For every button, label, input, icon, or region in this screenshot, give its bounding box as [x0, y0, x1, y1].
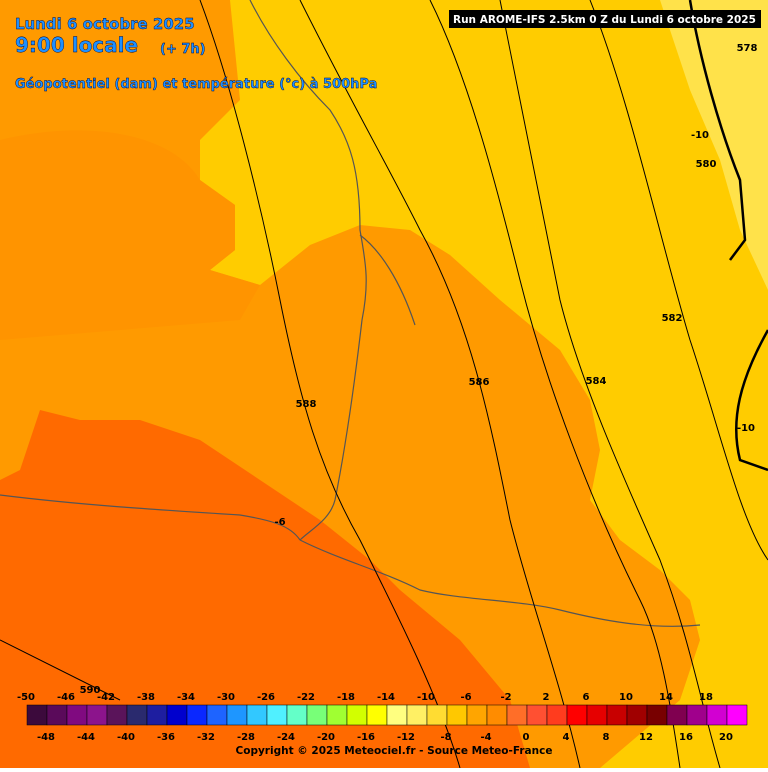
legend-swatch	[626, 704, 648, 726]
legend-swatch	[606, 704, 628, 726]
legend-swatch	[446, 704, 468, 726]
contour-label: 588	[296, 399, 317, 410]
legend-swatch	[346, 704, 368, 726]
legend-label: 18	[699, 692, 713, 703]
legend-swatch	[146, 704, 168, 726]
contour-label: 586	[469, 377, 490, 388]
legend-swatch	[586, 704, 608, 726]
legend-swatch	[266, 704, 288, 726]
legend-label: -12	[397, 732, 415, 743]
legend-swatch	[406, 704, 428, 726]
contour-label: 580	[696, 159, 717, 170]
contour-labels: 578 -10 580 582 584 586 588 -6 -10 590	[80, 43, 758, 696]
legend-swatch	[666, 704, 688, 726]
legend-label: 12	[639, 732, 653, 743]
legend-label: 20	[719, 732, 733, 743]
legend-label: -46	[57, 692, 75, 703]
legend-label: -26	[257, 692, 275, 703]
contour-label: -6	[274, 517, 285, 528]
contour-label: -10	[691, 130, 709, 141]
legend-swatch	[66, 704, 88, 726]
color-legend: -50 -46 -42 -38 -34 -30 -26 -22 -18 -14 -10 -6 -2 2 6 1…	[17, 692, 748, 743]
legend-swatch	[106, 704, 128, 726]
legend-label: -38	[137, 692, 155, 703]
legend-swatch	[506, 704, 528, 726]
legend-label: -6	[460, 692, 471, 703]
legend-swatch	[566, 704, 588, 726]
contour-label: 578	[737, 43, 758, 54]
legend-label: -50	[17, 692, 35, 703]
legend-label: 16	[679, 732, 693, 743]
legend-swatch	[46, 704, 68, 726]
legend-label: -10	[417, 692, 435, 703]
legend-swatch	[546, 704, 568, 726]
legend-label: 14	[659, 692, 673, 703]
legend-label: -34	[177, 692, 195, 703]
offset: (+ 7h)	[160, 42, 206, 57]
legend-label: -14	[377, 692, 395, 703]
contour-label: 590	[80, 685, 101, 696]
legend-swatch	[226, 704, 248, 726]
contour-label: 582	[662, 313, 683, 324]
legend-label: 10	[619, 692, 633, 703]
legend-swatch	[646, 704, 668, 726]
legend-label: -30	[217, 692, 235, 703]
legend-swatch	[306, 704, 328, 726]
legend-swatch	[526, 704, 548, 726]
legend-swatch	[726, 704, 748, 726]
field-orange-dark	[0, 130, 260, 340]
legend-swatch	[706, 704, 728, 726]
legend-label: -28	[237, 732, 255, 743]
legend-label: 4	[563, 732, 570, 743]
legend-label: -18	[337, 692, 355, 703]
legend-label: -48	[37, 732, 55, 743]
legend-label: -40	[117, 732, 135, 743]
run-info: Run AROME-IFS 2.5km 0 Z du Lundi 6 octob…	[453, 14, 756, 26]
legend-swatch	[686, 704, 708, 726]
legend-swatch	[166, 704, 188, 726]
legend-label: -44	[77, 732, 95, 743]
legend-swatch	[286, 704, 308, 726]
legend-label: 2	[543, 692, 550, 703]
field-title: Géopotentiel (dam) et température (°c) à…	[15, 77, 377, 92]
legend-swatch	[486, 704, 508, 726]
coastline	[0, 0, 701, 627]
legend-swatch	[326, 704, 348, 726]
legend-swatch	[426, 704, 448, 726]
legend-label: -32	[197, 732, 215, 743]
legend-label: 6	[583, 692, 590, 703]
legend-label: -4	[480, 732, 491, 743]
run-box	[449, 10, 761, 28]
field-light	[660, 0, 768, 290]
legend-swatch	[86, 704, 108, 726]
legend-swatch	[126, 704, 148, 726]
legend-label: 0	[523, 732, 530, 743]
legend-label: 8	[603, 732, 610, 743]
legend-label: -22	[297, 692, 315, 703]
legend-label: -36	[157, 732, 175, 743]
contour-label: 584	[586, 376, 607, 387]
legend-label: -16	[357, 732, 375, 743]
legend-swatch	[366, 704, 388, 726]
copyright: Copyright © 2025 Meteociel.fr - Source M…	[236, 745, 553, 757]
legend-label: -2	[500, 692, 511, 703]
legend-swatch	[186, 704, 208, 726]
time: 9:00 locale	[15, 33, 138, 57]
legend-swatch	[26, 704, 48, 726]
legend-label: -20	[317, 732, 335, 743]
field-red-orange	[0, 410, 530, 768]
legend-label: -42	[97, 692, 115, 703]
legend-swatch	[206, 704, 228, 726]
legend-label: -24	[277, 732, 295, 743]
contour-label: -10	[737, 423, 755, 434]
legend-label: -8	[440, 732, 451, 743]
date: Lundi 6 octobre 2025	[15, 15, 195, 33]
legend-swatch	[246, 704, 268, 726]
legend-swatch	[466, 704, 488, 726]
legend-swatch	[386, 704, 408, 726]
